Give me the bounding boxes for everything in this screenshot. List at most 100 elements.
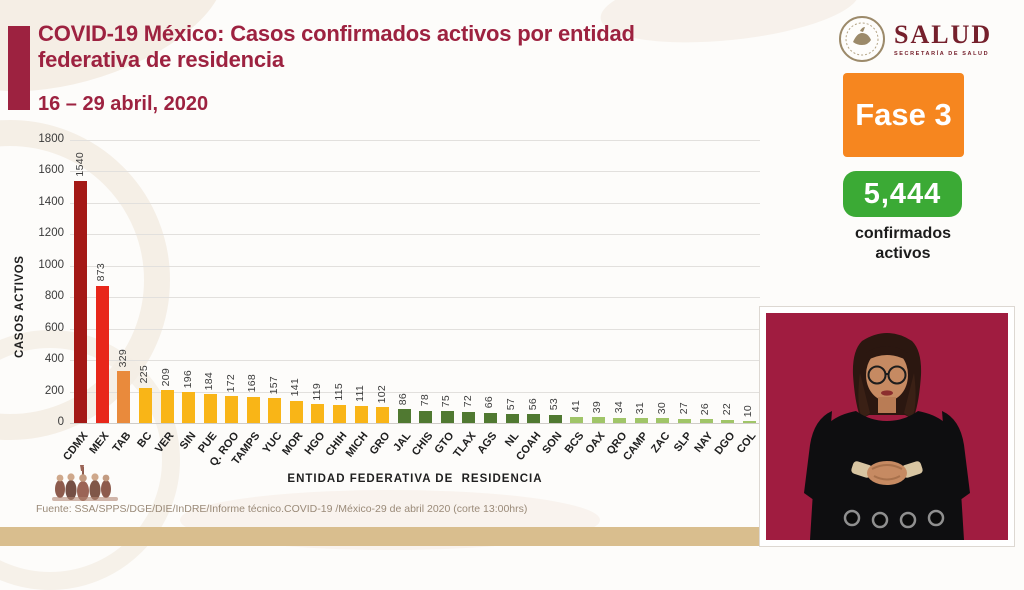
- bar-value-label: 39: [591, 400, 604, 413]
- bar-jal: [397, 409, 411, 423]
- bar-value-label: 168: [246, 374, 259, 393]
- bar-hgo: [311, 404, 325, 423]
- gridline: [70, 297, 760, 299]
- salud-seal-icon: [839, 16, 885, 62]
- y-tick-label: 1200: [38, 227, 64, 240]
- bar-gto: [440, 411, 454, 423]
- bar-gro: [376, 406, 390, 423]
- y-tick-label: 1000: [38, 258, 64, 271]
- bar-chis: [419, 410, 433, 423]
- salud-logo: SALUD SECRETARÍA DE SALUD: [838, 10, 1018, 68]
- gridline: [70, 202, 760, 204]
- x-axis-title: ENTIDAD FEDERATIVA DE RESIDENCIA: [287, 473, 543, 485]
- bar-cdmx: [74, 180, 88, 423]
- bar-nl: [505, 414, 519, 423]
- gridline: [70, 140, 760, 141]
- bar-col: [742, 421, 756, 423]
- bar-bc: [138, 387, 152, 423]
- bar-value-label: 53: [548, 398, 561, 411]
- bar-value-label: 78: [418, 394, 431, 407]
- gridline: [70, 360, 760, 362]
- bar-value-label: 41: [569, 400, 582, 413]
- y-tick-label: 400: [44, 353, 64, 366]
- gridline: [70, 234, 760, 236]
- bar-value-label: 86: [397, 393, 410, 406]
- bar-value-label: 22: [720, 403, 733, 416]
- bar-son: [548, 414, 562, 423]
- bar-value-label: 115: [332, 383, 345, 401]
- interpreter-video-content: [766, 313, 1008, 540]
- sign-language-interpreter: [766, 313, 1008, 540]
- bar-tab: [117, 371, 131, 423]
- bar-mex: [95, 285, 109, 423]
- salud-logo-subtitle: SECRETARÍA DE SALUD: [894, 50, 990, 57]
- bar-value-label: 329: [116, 348, 129, 368]
- bar-yuc: [268, 398, 282, 423]
- bar-mich: [354, 405, 368, 423]
- phase-badge: Fase 3: [843, 73, 964, 157]
- y-tick-label: 200: [44, 384, 64, 397]
- bar-value-label: 57: [505, 397, 518, 411]
- title-accent-bar: [8, 26, 30, 110]
- bottom-band: [0, 527, 768, 546]
- gridline: [70, 423, 760, 424]
- active-cases-badge: 5,444: [843, 171, 962, 217]
- bar-value-label: 30: [655, 402, 668, 415]
- bar-qro: [613, 417, 627, 423]
- gridline: [70, 391, 760, 393]
- bar-oax: [591, 416, 605, 423]
- bar-value-label: 196: [181, 369, 194, 389]
- y-tick-label: 1600: [38, 164, 64, 177]
- gridline: [70, 265, 760, 267]
- bar-value-label: 102: [375, 384, 388, 403]
- bar-value-label: 141: [289, 378, 302, 397]
- bar-ags: [483, 412, 497, 423]
- y-tick-label: 1800: [38, 133, 64, 145]
- bar-bcs: [570, 416, 584, 423]
- bar-value-label: 66: [483, 396, 496, 409]
- bar-value-label: 119: [310, 382, 323, 401]
- bar-tlax: [462, 411, 476, 423]
- bar-coah: [527, 414, 541, 423]
- plot-area: 0 200 400 600 800 1000 1200 1400 1600 1800 1540 CDM…: [38, 133, 760, 469]
- bar-value-label: 34: [612, 401, 625, 414]
- date-range: 16 – 29 abril, 2020: [38, 93, 209, 115]
- y-tick-label: 1400: [38, 195, 64, 208]
- bar-mor: [289, 400, 303, 423]
- y-tick-label: 600: [44, 321, 64, 334]
- bar-chih: [333, 404, 347, 423]
- bar-value-label: 172: [224, 373, 237, 392]
- bar-value-label: 209: [160, 367, 173, 387]
- interpreter-video: [759, 306, 1015, 547]
- bar-value-label: 157: [267, 375, 280, 395]
- salud-logo-text: SALUD: [894, 19, 993, 49]
- source-text: Fuente: SSA/SPPS/DGE/DIE/InDRE/Informe t…: [36, 503, 528, 515]
- bar-value-label: 72: [461, 395, 474, 408]
- bar-slp: [678, 418, 692, 423]
- bar-value-label: 111: [354, 384, 367, 402]
- y-tick-label: 0: [57, 416, 64, 428]
- gridline: [70, 171, 760, 173]
- bar-value-label: 1540: [73, 152, 86, 177]
- bar-value-label: 56: [526, 397, 539, 411]
- bar-value-label: 27: [677, 402, 690, 415]
- bar-value-label: 75: [440, 394, 453, 408]
- y-axis-title: CASOS ACTIVOS: [14, 255, 26, 359]
- gridline: [70, 328, 760, 330]
- page-title: COVID-19 México: Casos confirmados activ…: [38, 21, 635, 72]
- y-tick-label: 800: [44, 290, 64, 303]
- bar-qroo: [225, 395, 239, 423]
- bar-sin: [182, 392, 196, 423]
- bar-value-label: 10: [742, 404, 755, 417]
- bar-chart: CASOS ACTIVOS 0 200 400 600 800 1000 1200 1400 1…: [14, 133, 770, 519]
- bar-value-label: 873: [95, 263, 108, 282]
- active-cases-caption: confirmados activos: [854, 225, 951, 262]
- bar-ver: [160, 390, 174, 423]
- bar-nay: [699, 418, 713, 423]
- bar-pue: [203, 394, 217, 423]
- bar-value-label: 31: [634, 401, 647, 415]
- bar-dgo: [721, 419, 735, 423]
- heroes-mural-image: [52, 465, 118, 501]
- bar-zac: [656, 418, 670, 423]
- bar-value-label: 26: [699, 402, 712, 415]
